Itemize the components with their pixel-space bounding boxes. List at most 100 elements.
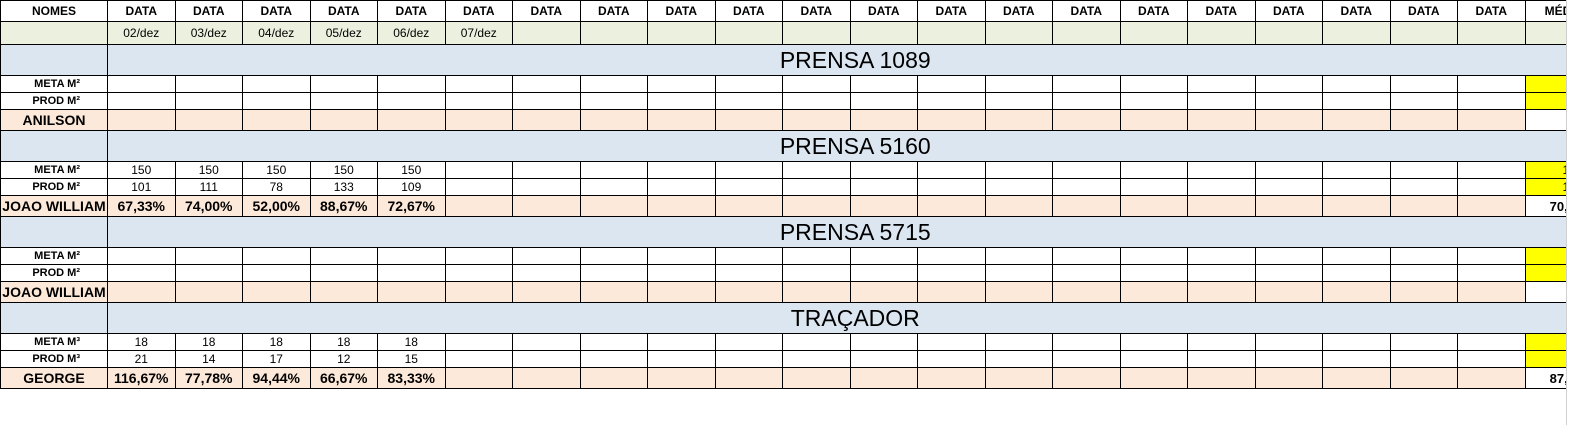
percent-cell[interactable] <box>1187 109 1256 131</box>
percent-cell[interactable] <box>782 195 851 217</box>
meta-value-cell[interactable] <box>1119 333 1188 351</box>
date-cell[interactable]: 05/dez <box>309 21 378 45</box>
date-cell[interactable] <box>782 21 851 45</box>
prod-value-cell[interactable] <box>579 92 648 110</box>
header-data[interactable]: DATA <box>782 0 851 22</box>
prod-value-cell[interactable] <box>242 264 311 282</box>
meta-value-cell[interactable]: 150 <box>107 161 176 179</box>
prod-value-cell[interactable]: 12 <box>309 350 378 368</box>
prod-value-cell[interactable] <box>444 178 513 196</box>
prod-value-cell[interactable] <box>647 350 716 368</box>
prod-value-cell[interactable] <box>1457 178 1526 196</box>
meta-value-cell[interactable] <box>984 333 1053 351</box>
header-data[interactable]: DATA <box>444 0 513 22</box>
prod-value-cell[interactable] <box>714 350 783 368</box>
meta-value-cell[interactable] <box>1457 247 1526 265</box>
date-cell[interactable] <box>984 21 1053 45</box>
prod-value-cell[interactable] <box>444 92 513 110</box>
meta-value-cell[interactable] <box>1457 161 1526 179</box>
date-cell[interactable] <box>1254 21 1323 45</box>
prod-value-cell[interactable] <box>1389 92 1458 110</box>
header-data[interactable]: DATA <box>1187 0 1256 22</box>
header-data[interactable]: DATA <box>849 0 918 22</box>
header-data[interactable]: DATA <box>917 0 986 22</box>
meta-value-cell[interactable]: 18 <box>377 333 446 351</box>
meta-value-cell[interactable] <box>1119 161 1188 179</box>
section-name-cell[interactable] <box>0 44 108 76</box>
prod-value-cell[interactable] <box>1119 92 1188 110</box>
prod-value-cell[interactable]: 109 <box>377 178 446 196</box>
percent-cell[interactable] <box>377 109 446 131</box>
meta-value-cell[interactable] <box>1389 161 1458 179</box>
prod-value-cell[interactable] <box>1457 264 1526 282</box>
prod-value-cell[interactable] <box>1254 92 1323 110</box>
date-cell[interactable]: 04/dez <box>242 21 311 45</box>
meta-value-cell[interactable] <box>714 75 783 93</box>
percent-cell[interactable] <box>984 109 1053 131</box>
meta-value-cell[interactable] <box>1119 75 1188 93</box>
prod-value-cell[interactable] <box>579 178 648 196</box>
meta-value-cell[interactable] <box>107 75 176 93</box>
meta-value-cell[interactable] <box>1389 333 1458 351</box>
percent-cell[interactable] <box>242 109 311 131</box>
meta-label[interactable]: META M³ <box>0 333 108 351</box>
percent-cell[interactable] <box>782 367 851 389</box>
meta-value-cell[interactable] <box>512 333 581 351</box>
meta-value-cell[interactable] <box>444 333 513 351</box>
meta-label[interactable]: META M² <box>0 161 108 179</box>
percent-cell[interactable] <box>512 109 581 131</box>
prod-value-cell[interactable] <box>242 92 311 110</box>
date-cell[interactable] <box>1457 21 1526 45</box>
percent-cell[interactable] <box>377 281 446 303</box>
meta-value-cell[interactable] <box>309 75 378 93</box>
prod-value-cell[interactable] <box>917 350 986 368</box>
prod-value-cell[interactable] <box>782 350 851 368</box>
date-cell[interactable] <box>1389 21 1458 45</box>
percent-cell[interactable] <box>444 195 513 217</box>
prod-label[interactable]: PROD M² <box>0 264 108 282</box>
prod-value-cell[interactable] <box>579 264 648 282</box>
prod-value-cell[interactable] <box>917 92 986 110</box>
meta-value-cell[interactable] <box>984 247 1053 265</box>
meta-value-cell[interactable] <box>849 247 918 265</box>
meta-value-cell[interactable] <box>1052 161 1121 179</box>
percent-cell[interactable] <box>1187 281 1256 303</box>
prod-value-cell[interactable] <box>647 178 716 196</box>
header-data[interactable]: DATA <box>714 0 783 22</box>
meta-value-cell[interactable] <box>1254 333 1323 351</box>
meta-value-cell[interactable] <box>849 333 918 351</box>
prod-value-cell[interactable] <box>984 178 1053 196</box>
date-cell[interactable] <box>1052 21 1121 45</box>
prod-value-cell[interactable] <box>107 92 176 110</box>
percent-cell[interactable] <box>849 109 918 131</box>
prod-value-cell[interactable] <box>1389 178 1458 196</box>
meta-value-cell[interactable] <box>647 333 716 351</box>
percent-cell[interactable] <box>1119 281 1188 303</box>
prod-value-cell[interactable] <box>917 178 986 196</box>
meta-value-cell[interactable] <box>377 75 446 93</box>
prod-value-cell[interactable]: 78 <box>242 178 311 196</box>
meta-value-cell[interactable] <box>1187 247 1256 265</box>
percent-cell[interactable] <box>984 367 1053 389</box>
prod-value-cell[interactable]: 17 <box>242 350 311 368</box>
meta-value-cell[interactable] <box>377 247 446 265</box>
prod-value-cell[interactable] <box>1119 350 1188 368</box>
prod-value-cell[interactable] <box>1187 178 1256 196</box>
percent-cell[interactable] <box>849 195 918 217</box>
meta-value-cell[interactable] <box>714 333 783 351</box>
percent-cell[interactable] <box>1187 367 1256 389</box>
percent-cell[interactable] <box>444 367 513 389</box>
percent-cell[interactable] <box>1119 195 1188 217</box>
prod-value-cell[interactable]: 111 <box>174 178 243 196</box>
percent-cell[interactable]: 83,33% <box>377 367 446 389</box>
prod-value-cell[interactable] <box>1322 178 1391 196</box>
meta-value-cell[interactable] <box>1119 247 1188 265</box>
date-cell[interactable] <box>1187 21 1256 45</box>
meta-value-cell[interactable] <box>647 75 716 93</box>
date-cell[interactable]: 07/dez <box>444 21 513 45</box>
date-cell[interactable]: 02/dez <box>107 21 176 45</box>
percent-cell[interactable] <box>647 367 716 389</box>
meta-value-cell[interactable] <box>782 247 851 265</box>
meta-value-cell[interactable]: 18 <box>242 333 311 351</box>
prod-value-cell[interactable] <box>1052 350 1121 368</box>
